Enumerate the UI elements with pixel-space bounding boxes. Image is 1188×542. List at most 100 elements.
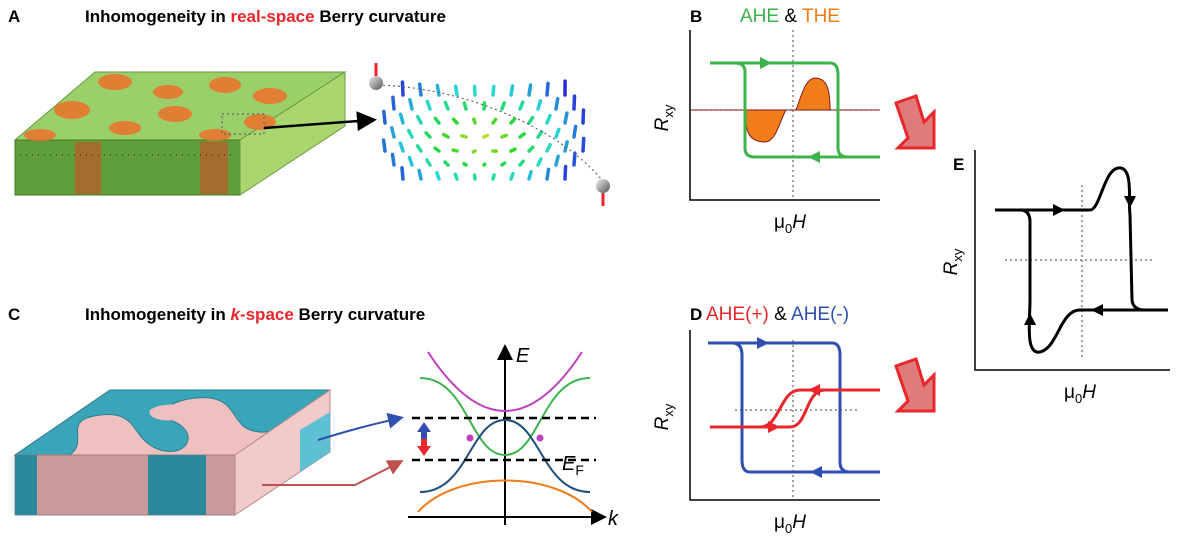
legend-entry: THE xyxy=(802,6,840,27)
spin-arrow xyxy=(565,142,567,151)
spin-arrow xyxy=(464,103,466,109)
spin-arrow xyxy=(502,103,504,109)
spin-arrow xyxy=(538,132,542,137)
path xyxy=(796,78,830,110)
band-label: EF xyxy=(562,453,584,478)
band-diagram: E EF k xyxy=(408,345,619,530)
spin-arrow xyxy=(384,111,385,123)
page: Berry curvature inhomogeneity figure {"p… xyxy=(0,0,1188,542)
big-arrow xyxy=(896,359,934,411)
spin-arrow xyxy=(426,133,430,137)
spin-arrow xyxy=(418,117,421,123)
polygon xyxy=(768,421,780,433)
legend-sep: & xyxy=(784,6,797,27)
legend-entry: AHE(-) xyxy=(791,304,849,325)
polygon xyxy=(1124,196,1136,208)
spin-arrow xyxy=(484,103,485,109)
figure: A Inhomogeneity in real-space Berry curv… xyxy=(0,0,1188,542)
spin-arrow xyxy=(529,118,533,123)
polygon xyxy=(1053,204,1065,216)
slab-c xyxy=(15,390,400,515)
spin-arrow xyxy=(456,86,457,95)
legend: AHE & THE xyxy=(740,6,840,27)
spin-arrow xyxy=(445,103,448,109)
tspan: xy xyxy=(661,104,676,118)
spin-arrow xyxy=(462,136,466,137)
circle xyxy=(467,435,474,442)
circle xyxy=(369,76,383,90)
spin-arrow xyxy=(538,159,541,165)
spin-arrow xyxy=(574,96,575,109)
spin-arrow xyxy=(453,150,457,151)
band-label: E xyxy=(516,345,530,367)
polygon xyxy=(417,439,431,456)
spin-arrow xyxy=(474,119,475,123)
spin-arrow xyxy=(547,169,549,179)
spin-arrow xyxy=(400,143,403,151)
electron xyxy=(596,179,610,206)
spin-arrow xyxy=(444,135,448,137)
tspan: E xyxy=(562,453,576,475)
path xyxy=(1020,210,1168,352)
spin-arrow xyxy=(393,97,394,109)
ellipse xyxy=(54,101,90,119)
panel-label: E xyxy=(953,155,964,174)
tspan: xy xyxy=(950,248,965,262)
spin-arrow xyxy=(583,110,584,123)
electron xyxy=(369,63,383,90)
path xyxy=(710,390,880,427)
legend-sep: & xyxy=(774,304,787,325)
ellipse xyxy=(209,77,241,93)
tspan: μ xyxy=(774,512,785,533)
spin-arrow xyxy=(409,131,412,137)
spin-arrow xyxy=(401,114,403,123)
tspan: xy xyxy=(661,403,676,417)
spin-arrow xyxy=(435,118,439,123)
spin-arrow xyxy=(454,119,457,123)
spin-arrow xyxy=(435,148,439,151)
ellipse xyxy=(98,74,132,90)
spin-arrow xyxy=(502,163,505,165)
spin-arrow xyxy=(520,102,523,109)
panel-label: A xyxy=(8,7,20,26)
spin-arrow xyxy=(402,82,403,95)
spin-arrow xyxy=(393,155,394,165)
spin-arrow xyxy=(565,166,566,179)
polyline xyxy=(690,30,880,200)
rect xyxy=(200,142,228,194)
rect xyxy=(75,142,101,194)
spin-arrow xyxy=(493,119,496,123)
spin-arrow xyxy=(437,173,439,179)
spin-arrow xyxy=(529,172,531,179)
x-axis-label: μ0H xyxy=(774,512,806,536)
polygon xyxy=(810,466,822,478)
rect xyxy=(148,455,206,515)
x-axis-label: μ0H xyxy=(774,212,806,236)
legend-entry: AHE xyxy=(740,6,779,27)
spin-arrow xyxy=(473,151,475,152)
ellipse xyxy=(253,88,287,104)
tspan: μ xyxy=(774,212,785,233)
tspan: H xyxy=(1082,382,1096,403)
polygon xyxy=(760,57,772,69)
tspan: R xyxy=(652,416,673,430)
spin-arrow xyxy=(547,145,550,151)
spin-arrow xyxy=(409,157,412,165)
spin-arrow xyxy=(420,84,421,95)
big-arrow xyxy=(896,96,934,148)
spin-arrow xyxy=(574,153,575,165)
spin-arrow xyxy=(511,86,513,95)
spin-arrow xyxy=(520,134,524,137)
spin-arrow xyxy=(520,161,523,165)
band-label: k xyxy=(608,508,619,530)
spin-arrow xyxy=(511,174,513,179)
title-text: Inhomogeneity in xyxy=(85,7,226,26)
title-text: Berry curvature xyxy=(299,305,426,324)
spin-arrow xyxy=(392,128,394,137)
slab-a xyxy=(15,72,372,195)
tspan: R xyxy=(652,117,673,131)
spin-arrow xyxy=(574,126,576,137)
spin-arrow xyxy=(427,101,430,109)
spin-arrow xyxy=(511,119,515,123)
title-text: Inhomogeneity in xyxy=(85,305,226,324)
